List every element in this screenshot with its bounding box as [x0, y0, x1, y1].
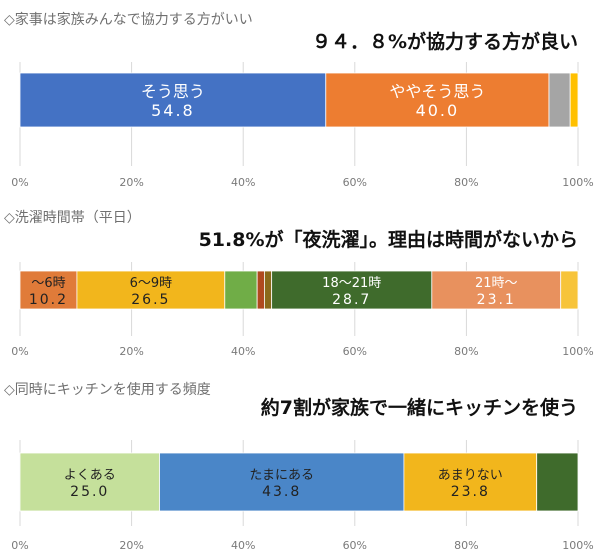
segment-category-label: 6～9時	[130, 276, 173, 291]
bar-segment	[159, 452, 405, 512]
segment-value-label: 43.8	[262, 484, 301, 500]
x-tick-label: 40%	[231, 176, 255, 189]
x-tick-label: 40%	[231, 539, 255, 552]
segment-value-label: 10.2	[29, 292, 68, 308]
segment-value-label: 54.8	[151, 101, 195, 120]
chart-3-title: ◇同時にキッチンを使用する頻度	[4, 381, 211, 398]
chart-panel-2: ◇洗濯時間帯（平日） 51.8%が「夜洗濯」。理由は時間がないから ～6時10.…	[4, 210, 594, 358]
bar-segment	[19, 270, 78, 310]
segment-value-label: 25.0	[70, 484, 109, 500]
x-tick-label: 80%	[454, 539, 478, 552]
x-tick-label: 20%	[119, 176, 143, 189]
x-tick-label: 60%	[343, 345, 367, 358]
chart-2-axis-ticks: 0% 20% 40% 60% 80% 100%	[11, 345, 593, 358]
x-tick-label: 100%	[562, 176, 593, 189]
chart-2-title: ◇洗濯時間帯（平日）	[4, 210, 141, 226]
x-tick-label: 20%	[119, 345, 143, 358]
x-tick-label: 60%	[343, 539, 367, 552]
bar-segment	[224, 270, 258, 310]
segment-category-label: ～6時	[31, 276, 65, 291]
chart-panel-1: ◇家事は家族みんなで協力する方がいい ９４．８%が協力する方が良い そう思う54…	[4, 11, 594, 189]
bar-segment	[19, 72, 327, 128]
x-tick-label: 80%	[454, 176, 478, 189]
segment-value-label: 40.0	[416, 101, 460, 120]
x-tick-label: 100%	[562, 345, 593, 358]
bar-segment	[76, 270, 226, 310]
segment-category-label: よくある	[64, 468, 116, 483]
bar-segment	[256, 270, 265, 310]
segment-category-label: 21時～	[475, 276, 518, 291]
segment-value-label: 23.1	[477, 292, 516, 308]
x-tick-label: 20%	[119, 539, 143, 552]
segment-category-label: そう思う	[141, 82, 205, 101]
x-tick-label: 60%	[343, 176, 367, 189]
bar-segment	[264, 270, 273, 310]
segment-value-label: 28.7	[332, 292, 371, 308]
x-tick-label: 100%	[562, 539, 593, 552]
chart-1-axis-ticks: 0% 20% 40% 60% 80% 100%	[11, 176, 593, 189]
bar-segment	[560, 270, 579, 310]
x-tick-label: 0%	[11, 176, 28, 189]
x-tick-label: 0%	[11, 345, 28, 358]
segment-category-label: あまりない	[438, 468, 503, 483]
bar-segment	[271, 270, 433, 310]
segment-category-label: たまにある	[249, 468, 314, 483]
segment-category-label: 18～21時	[322, 276, 381, 291]
x-tick-label: 0%	[11, 539, 28, 552]
bar-segment	[19, 452, 160, 512]
segment-value-label: 23.8	[451, 484, 490, 500]
x-tick-label: 80%	[454, 345, 478, 358]
bar-segment	[548, 72, 571, 128]
x-tick-label: 40%	[231, 345, 255, 358]
chart-3-headline: 約7割が家族で一緒にキッチンを使う	[261, 396, 578, 419]
chart-2-headline: 51.8%が「夜洗濯」。理由は時間がないから	[199, 228, 578, 251]
chart-1-headline: ９４．８%が協力する方が良い	[312, 30, 578, 53]
bar-segment	[536, 452, 579, 512]
chart-panel-3: ◇同時にキッチンを使用する頻度 約7割が家族で一緒にキッチンを使う よくある25…	[4, 381, 594, 552]
bar-segment	[431, 270, 562, 310]
bar-segment	[569, 72, 579, 128]
segment-value-label: 26.5	[131, 292, 170, 308]
chart-3-axis-ticks: 0% 20% 40% 60% 80% 100%	[11, 539, 593, 552]
chart-1-title: ◇家事は家族みんなで協力する方がいい	[4, 11, 253, 28]
segment-category-label: ややそう思う	[389, 82, 485, 101]
